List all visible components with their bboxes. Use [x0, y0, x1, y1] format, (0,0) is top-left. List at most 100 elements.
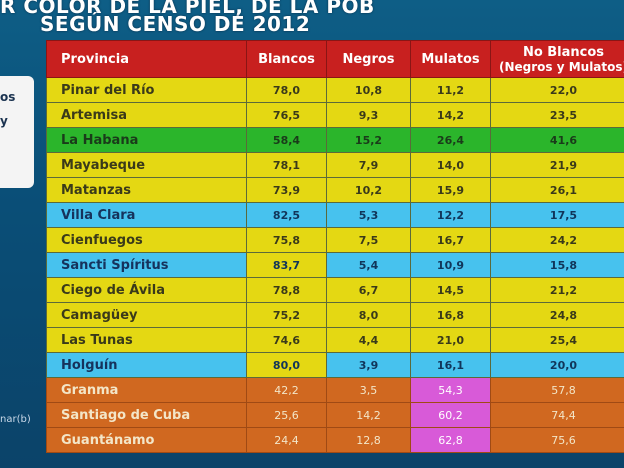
- cell-blancos: 78,1: [246, 152, 327, 178]
- cell-provincia: Granma: [46, 377, 247, 403]
- cell-negros: 6,7: [326, 277, 411, 303]
- table-row: Holguín 80,0 3,9 16,1 20,0: [46, 352, 624, 378]
- cell-mulatos: 16,7: [410, 227, 491, 253]
- cell-provincia: Cienfuegos: [46, 227, 247, 253]
- cell-blancos: 58,4: [246, 127, 327, 153]
- cell-blancos: 82,5: [246, 202, 327, 228]
- cell-negros: 7,5: [326, 227, 411, 253]
- table-row: Mayabeque 78,1 7,9 14,0 21,9: [46, 152, 624, 178]
- table-row: Cienfuegos 75,8 7,5 16,7 24,2: [46, 227, 624, 253]
- cell-no-blancos: 21,9: [490, 152, 624, 178]
- table-row: Las Tunas 74,6 4,4 21,0 25,4: [46, 327, 624, 353]
- cell-no-blancos: 75,6: [490, 427, 624, 453]
- cell-no-blancos: 23,5: [490, 102, 624, 128]
- cell-blancos: 73,9: [246, 177, 327, 203]
- table-header-row: Provincia Blancos Negros Mulatos No Blan…: [46, 40, 624, 78]
- left-side-panel: os y: [0, 76, 34, 188]
- table-row: Camagüey 75,2 8,0 16,8 24,8: [46, 302, 624, 328]
- cell-mulatos: 14,2: [410, 102, 491, 128]
- cell-blancos: 42,2: [246, 377, 327, 403]
- table-row: Ciego de Ávila 78,8 6,7 14,5 21,2: [46, 277, 624, 303]
- cell-provincia: Guantánamo: [46, 427, 247, 453]
- left-panel-text-1: os: [0, 90, 16, 104]
- cell-no-blancos: 57,8: [490, 377, 624, 403]
- cell-no-blancos: 41,6: [490, 127, 624, 153]
- cell-negros: 3,5: [326, 377, 411, 403]
- cell-no-blancos: 26,1: [490, 177, 624, 203]
- cell-provincia: Las Tunas: [46, 327, 247, 353]
- cell-provincia: Matanzas: [46, 177, 247, 203]
- header-no-blancos: No Blancos (Negros y Mulatos): [490, 40, 624, 78]
- table-row: La Habana 58,4 15,2 26,4 41,6: [46, 127, 624, 153]
- header-no-blancos-sub: (Negros y Mulatos): [498, 59, 624, 74]
- cell-provincia: Pinar del Río: [46, 77, 247, 103]
- cell-mulatos: 14,0: [410, 152, 491, 178]
- cell-mulatos: 11,2: [410, 77, 491, 103]
- header-mulatos: Mulatos: [410, 40, 491, 78]
- table-row: Guantánamo 24,4 12,8 62,8 75,6: [46, 427, 624, 453]
- header-provincia: Provincia: [46, 40, 247, 78]
- header-no-blancos-label: No Blancos: [522, 44, 605, 60]
- cell-negros: 7,9: [326, 152, 411, 178]
- left-panel-text-2: y: [0, 114, 8, 128]
- cell-provincia: Santiago de Cuba: [46, 402, 247, 428]
- cell-negros: 14,2: [326, 402, 411, 428]
- cell-provincia: La Habana: [46, 127, 247, 153]
- cell-mulatos: 12,2: [410, 202, 491, 228]
- cell-no-blancos: 20,0: [490, 352, 624, 378]
- cell-blancos: 83,7: [246, 252, 327, 278]
- cell-provincia: Artemisa: [46, 102, 247, 128]
- cell-negros: 5,4: [326, 252, 411, 278]
- cell-mulatos: 10,9: [410, 252, 491, 278]
- page-title-line2: SEGÚN CENSO DE 2012: [40, 12, 311, 36]
- cell-blancos: 24,4: [246, 427, 327, 453]
- cell-blancos: 75,8: [246, 227, 327, 253]
- left-footer-text: nar(b): [0, 414, 31, 425]
- cell-mulatos: 14,5: [410, 277, 491, 303]
- cell-mulatos: 21,0: [410, 327, 491, 353]
- table-row: Matanzas 73,9 10,2 15,9 26,1: [46, 177, 624, 203]
- census-table: Provincia Blancos Negros Mulatos No Blan…: [46, 40, 624, 453]
- cell-no-blancos: 21,2: [490, 277, 624, 303]
- cell-mulatos: 60,2: [410, 402, 491, 428]
- cell-mulatos: 26,4: [410, 127, 491, 153]
- header-blancos: Blancos: [246, 40, 327, 78]
- cell-negros: 10,2: [326, 177, 411, 203]
- cell-provincia: Ciego de Ávila: [46, 277, 247, 303]
- cell-negros: 9,3: [326, 102, 411, 128]
- cell-blancos: 75,2: [246, 302, 327, 328]
- cell-mulatos: 15,9: [410, 177, 491, 203]
- table-row: Sancti Spíritus 83,7 5,4 10,9 15,8: [46, 252, 624, 278]
- cell-blancos: 78,0: [246, 77, 327, 103]
- table-row: Pinar del Río 78,0 10,8 11,2 22,0: [46, 77, 624, 103]
- cell-negros: 15,2: [326, 127, 411, 153]
- cell-blancos: 80,0: [246, 352, 327, 378]
- cell-no-blancos: 74,4: [490, 402, 624, 428]
- cell-mulatos: 54,3: [410, 377, 491, 403]
- cell-no-blancos: 25,4: [490, 327, 624, 353]
- cell-no-blancos: 15,8: [490, 252, 624, 278]
- cell-negros: 8,0: [326, 302, 411, 328]
- cell-provincia: Mayabeque: [46, 152, 247, 178]
- cell-mulatos: 62,8: [410, 427, 491, 453]
- cell-no-blancos: 17,5: [490, 202, 624, 228]
- cell-provincia: Holguín: [46, 352, 247, 378]
- cell-negros: 12,8: [326, 427, 411, 453]
- cell-provincia: Sancti Spíritus: [46, 252, 247, 278]
- header-negros: Negros: [326, 40, 411, 78]
- cell-no-blancos: 22,0: [490, 77, 624, 103]
- cell-no-blancos: 24,2: [490, 227, 624, 253]
- cell-negros: 4,4: [326, 327, 411, 353]
- cell-blancos: 76,5: [246, 102, 327, 128]
- table-row: Granma 42,2 3,5 54,3 57,8: [46, 377, 624, 403]
- cell-mulatos: 16,1: [410, 352, 491, 378]
- cell-negros: 3,9: [326, 352, 411, 378]
- cell-provincia: Camagüey: [46, 302, 247, 328]
- cell-negros: 10,8: [326, 77, 411, 103]
- cell-provincia: Villa Clara: [46, 202, 247, 228]
- table-row: Santiago de Cuba 25,6 14,2 60,2 74,4: [46, 402, 624, 428]
- cell-mulatos: 16,8: [410, 302, 491, 328]
- table-row: Artemisa 76,5 9,3 14,2 23,5: [46, 102, 624, 128]
- table-row: Villa Clara 82,5 5,3 12,2 17,5: [46, 202, 624, 228]
- cell-blancos: 74,6: [246, 327, 327, 353]
